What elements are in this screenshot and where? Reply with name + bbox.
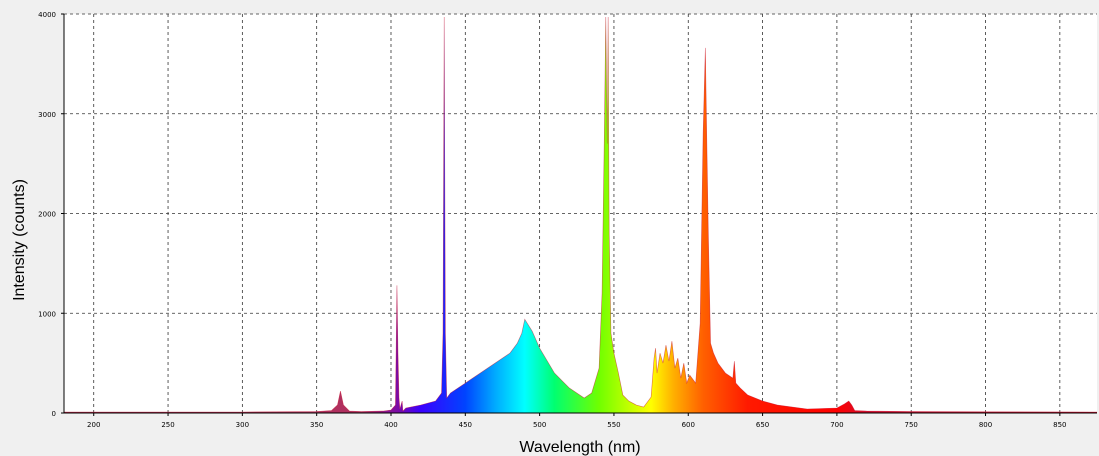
x-tick-label: 750 [905,421,918,429]
x-tick-label: 450 [459,421,472,429]
x-tick-label: 500 [533,421,546,429]
x-tick-label: 650 [756,421,769,429]
tick-layer: 200 250 300 350 400 450 500 550 600 650 700 750 800 8… [38,11,1066,429]
x-tick-label: 700 [830,421,843,429]
y-axis-title: Intensity (counts) [11,179,28,301]
x-tick-label: 850 [1053,421,1066,429]
x-axis-title: Wavelength (nm) [519,439,640,456]
x-tick-label: 800 [979,421,992,429]
x-tick-label: 400 [384,421,397,429]
x-tick-label: 300 [236,421,249,429]
y-tick-label: 4000 [38,11,56,19]
x-tick-label: 350 [310,421,323,429]
x-tick-label: 550 [607,421,620,429]
axis-layer [61,13,1097,416]
x-tick-label: 250 [161,421,174,429]
grid-layer [64,13,1097,413]
y-tick-label: 2000 [38,211,56,219]
series-layer [64,16,1097,413]
y-tick-label: 0 [52,410,56,418]
x-tick-label: 600 [682,421,695,429]
y-tick-label: 1000 [38,310,56,318]
y-tick-label: 3000 [38,111,56,119]
x-tick-label: 200 [87,421,100,429]
spectrum-line [64,16,1097,413]
